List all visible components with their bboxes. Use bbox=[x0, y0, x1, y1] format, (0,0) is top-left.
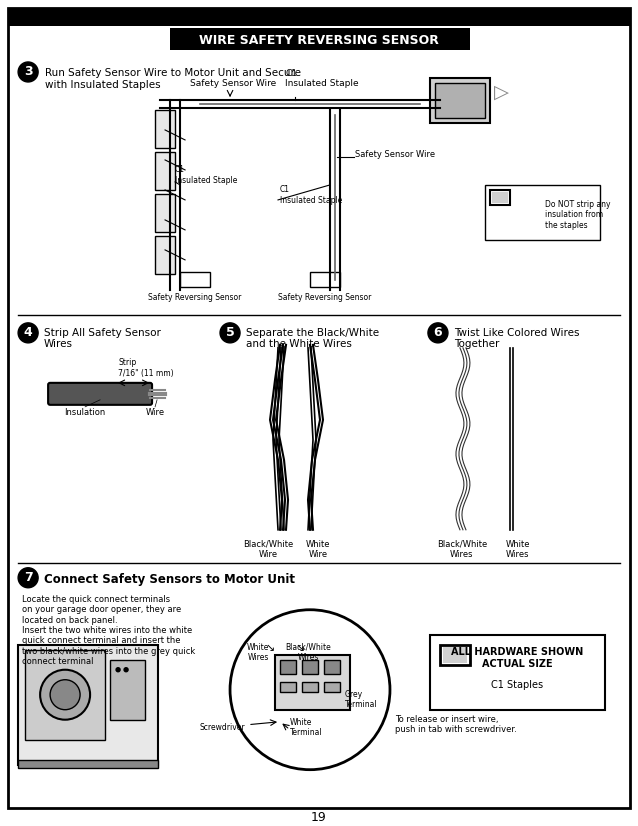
Bar bbox=[324, 681, 340, 691]
Text: Run Safety Sensor Wire to Motor Unit and Secure
with Insulated Staples: Run Safety Sensor Wire to Motor Unit and… bbox=[45, 68, 301, 89]
Bar bbox=[492, 192, 508, 203]
Bar bbox=[155, 236, 175, 274]
Bar bbox=[430, 78, 490, 123]
Text: C1
Insulated Staple: C1 Insulated Staple bbox=[285, 69, 359, 88]
Text: 7: 7 bbox=[24, 572, 33, 584]
Circle shape bbox=[40, 670, 90, 719]
Text: Strip All Safety Sensor
Wires: Strip All Safety Sensor Wires bbox=[44, 328, 161, 349]
Bar bbox=[8, 8, 630, 26]
Text: Strip
7/16" (11 mm): Strip 7/16" (11 mm) bbox=[118, 358, 174, 377]
Text: C1
Insulated Staple: C1 Insulated Staple bbox=[175, 165, 237, 185]
Circle shape bbox=[116, 667, 120, 672]
Text: ALL HARDWARE SHOWN
ACTUAL SIZE: ALL HARDWARE SHOWN ACTUAL SIZE bbox=[451, 647, 583, 668]
Bar bbox=[440, 645, 470, 665]
Circle shape bbox=[18, 567, 38, 588]
Bar bbox=[275, 655, 350, 710]
Circle shape bbox=[230, 610, 390, 770]
Text: ▷: ▷ bbox=[494, 83, 509, 102]
Text: White
Wires: White Wires bbox=[247, 643, 269, 662]
Bar bbox=[155, 152, 175, 190]
Bar bbox=[25, 650, 105, 740]
Text: Locate the quick connect terminals
on your garage door opener, they are
located : Locate the quick connect terminals on yo… bbox=[22, 595, 195, 666]
Circle shape bbox=[18, 62, 38, 82]
Text: Connect Safety Sensors to Motor Unit: Connect Safety Sensors to Motor Unit bbox=[44, 572, 295, 586]
Text: WIRE SAFETY REVERSING SENSOR: WIRE SAFETY REVERSING SENSOR bbox=[199, 35, 439, 47]
Bar bbox=[280, 660, 296, 674]
Text: Black/White
Wires: Black/White Wires bbox=[285, 643, 331, 662]
Text: ↘: ↘ bbox=[265, 643, 275, 653]
Bar bbox=[155, 110, 175, 148]
Text: Safety Sensor Wire: Safety Sensor Wire bbox=[190, 79, 276, 88]
Text: Black/White
Wire: Black/White Wire bbox=[243, 539, 293, 559]
Circle shape bbox=[50, 680, 80, 710]
Text: To release or insert wire,
push in tab with screwdriver.: To release or insert wire, push in tab w… bbox=[395, 715, 517, 734]
Text: Safety Sensor Wire: Safety Sensor Wire bbox=[355, 150, 435, 159]
Bar bbox=[180, 272, 210, 287]
Text: White
Wires: White Wires bbox=[506, 539, 530, 559]
Text: Black/White
Wires: Black/White Wires bbox=[437, 539, 487, 559]
Bar bbox=[310, 272, 340, 287]
Bar bbox=[110, 660, 145, 719]
Bar bbox=[435, 83, 485, 118]
Bar bbox=[18, 760, 158, 767]
Text: Twist Like Colored Wires
Together: Twist Like Colored Wires Together bbox=[454, 328, 579, 349]
Bar bbox=[485, 185, 600, 240]
Text: White
Terminal: White Terminal bbox=[290, 718, 323, 738]
Text: 4: 4 bbox=[24, 326, 33, 339]
Text: Do NOT strip any
insulation from
the staples: Do NOT strip any insulation from the sta… bbox=[545, 200, 611, 230]
Bar bbox=[324, 660, 340, 674]
Text: C1 Staples: C1 Staples bbox=[491, 680, 543, 690]
Bar bbox=[490, 190, 510, 205]
Text: ↘: ↘ bbox=[295, 643, 305, 653]
Circle shape bbox=[428, 323, 448, 343]
Circle shape bbox=[18, 323, 38, 343]
Text: Screwdriver: Screwdriver bbox=[200, 724, 245, 732]
Text: White
Wire: White Wire bbox=[306, 539, 330, 559]
Text: Wire: Wire bbox=[145, 408, 165, 417]
Bar bbox=[18, 645, 158, 765]
Text: Safety Reversing Sensor: Safety Reversing Sensor bbox=[149, 293, 242, 301]
Text: 5: 5 bbox=[226, 326, 234, 339]
Text: 3: 3 bbox=[24, 65, 33, 78]
Bar bbox=[443, 647, 467, 662]
Bar bbox=[302, 681, 318, 691]
Text: C1
Insulated Staple: C1 Insulated Staple bbox=[280, 185, 343, 205]
Circle shape bbox=[220, 323, 240, 343]
Text: Separate the Black/White
and the White Wires: Separate the Black/White and the White W… bbox=[246, 328, 379, 349]
Text: Grey
Terminal: Grey Terminal bbox=[345, 690, 378, 710]
Text: Insulation: Insulation bbox=[64, 408, 106, 417]
Text: Safety Reversing Sensor: Safety Reversing Sensor bbox=[278, 293, 372, 301]
Bar bbox=[155, 194, 175, 232]
Bar bbox=[302, 660, 318, 674]
Text: 6: 6 bbox=[434, 326, 442, 339]
Text: 19: 19 bbox=[311, 811, 327, 824]
Circle shape bbox=[124, 667, 128, 672]
FancyBboxPatch shape bbox=[48, 382, 152, 405]
Bar bbox=[170, 28, 470, 50]
Bar bbox=[430, 634, 605, 710]
Bar bbox=[280, 681, 296, 691]
